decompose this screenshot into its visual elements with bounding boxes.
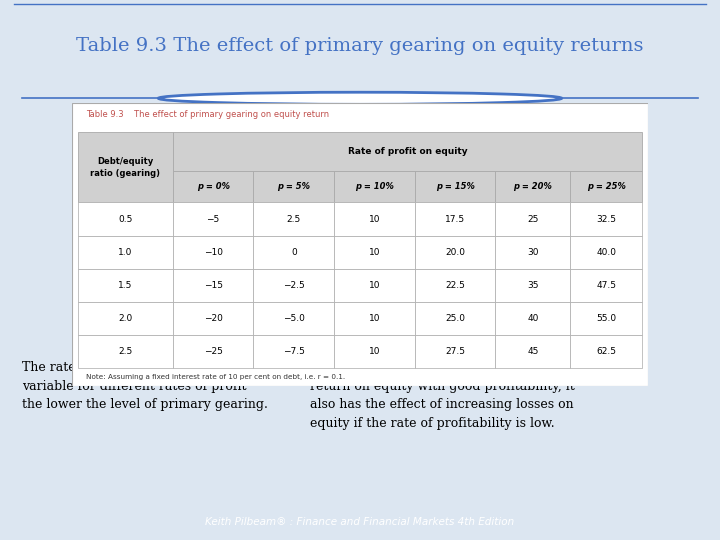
FancyBboxPatch shape xyxy=(495,335,570,368)
FancyBboxPatch shape xyxy=(415,202,495,236)
FancyBboxPatch shape xyxy=(78,132,173,202)
FancyBboxPatch shape xyxy=(78,202,173,236)
FancyBboxPatch shape xyxy=(334,335,415,368)
Text: 2.5: 2.5 xyxy=(118,347,132,356)
FancyBboxPatch shape xyxy=(173,132,642,171)
FancyBboxPatch shape xyxy=(334,202,415,236)
FancyBboxPatch shape xyxy=(334,269,415,302)
FancyBboxPatch shape xyxy=(570,302,642,335)
FancyBboxPatch shape xyxy=(78,269,173,302)
Text: Although higher gearing increases the
return on equity with good profitability, : Although higher gearing increases the re… xyxy=(310,361,575,429)
Text: 10: 10 xyxy=(369,281,380,290)
FancyBboxPatch shape xyxy=(415,269,495,302)
Text: p = 20%: p = 20% xyxy=(513,182,552,191)
Text: 32.5: 32.5 xyxy=(596,214,616,224)
FancyBboxPatch shape xyxy=(72,103,648,386)
FancyBboxPatch shape xyxy=(173,269,253,302)
FancyBboxPatch shape xyxy=(253,302,334,335)
FancyBboxPatch shape xyxy=(415,236,495,269)
FancyBboxPatch shape xyxy=(495,269,570,302)
Text: 0.5: 0.5 xyxy=(118,214,132,224)
Text: p = 25%: p = 25% xyxy=(587,182,626,191)
FancyBboxPatch shape xyxy=(253,269,334,302)
FancyBboxPatch shape xyxy=(334,302,415,335)
Text: −7.5: −7.5 xyxy=(283,347,305,356)
Text: Table 9.3    The effect of primary gearing on equity return: Table 9.3 The effect of primary gearing … xyxy=(86,110,330,119)
Text: 0: 0 xyxy=(291,248,297,257)
Text: 55.0: 55.0 xyxy=(596,314,616,323)
Text: p = 15%: p = 15% xyxy=(436,182,474,191)
Text: 10: 10 xyxy=(369,347,380,356)
Text: −2.5: −2.5 xyxy=(283,281,305,290)
Text: 45: 45 xyxy=(527,347,539,356)
FancyBboxPatch shape xyxy=(334,171,415,202)
FancyBboxPatch shape xyxy=(495,202,570,236)
Text: 1.5: 1.5 xyxy=(118,281,132,290)
Text: 40.0: 40.0 xyxy=(596,248,616,257)
FancyBboxPatch shape xyxy=(570,269,642,302)
Text: p = 5%: p = 5% xyxy=(277,182,310,191)
Circle shape xyxy=(158,92,562,104)
Text: 1.0: 1.0 xyxy=(118,248,132,257)
FancyBboxPatch shape xyxy=(173,335,253,368)
Text: 10: 10 xyxy=(369,214,380,224)
FancyBboxPatch shape xyxy=(78,302,173,335)
Text: Rate of profit on equity: Rate of profit on equity xyxy=(348,147,467,156)
FancyBboxPatch shape xyxy=(570,236,642,269)
FancyBboxPatch shape xyxy=(253,335,334,368)
FancyBboxPatch shape xyxy=(173,171,253,202)
Text: 27.5: 27.5 xyxy=(445,347,465,356)
FancyBboxPatch shape xyxy=(173,202,253,236)
FancyBboxPatch shape xyxy=(415,302,495,335)
Text: 25: 25 xyxy=(527,214,539,224)
FancyBboxPatch shape xyxy=(495,236,570,269)
Text: 2.5: 2.5 xyxy=(287,214,301,224)
FancyBboxPatch shape xyxy=(78,236,173,269)
Text: Keith Pilbeam® : Finance and Financial Markets 4th Edition: Keith Pilbeam® : Finance and Financial M… xyxy=(205,517,515,528)
Text: 35: 35 xyxy=(527,281,539,290)
FancyBboxPatch shape xyxy=(253,171,334,202)
Text: −5: −5 xyxy=(207,214,220,224)
Text: 40: 40 xyxy=(527,314,539,323)
Text: p = 0%: p = 0% xyxy=(197,182,230,191)
FancyBboxPatch shape xyxy=(415,171,495,202)
FancyBboxPatch shape xyxy=(495,171,570,202)
Text: Debt/equity
ratio (gearing): Debt/equity ratio (gearing) xyxy=(90,157,161,178)
Text: 10: 10 xyxy=(369,314,380,323)
Text: −20: −20 xyxy=(204,314,222,323)
Text: 20.0: 20.0 xyxy=(445,248,465,257)
FancyBboxPatch shape xyxy=(253,202,334,236)
FancyBboxPatch shape xyxy=(570,202,642,236)
Text: 10: 10 xyxy=(369,248,380,257)
FancyBboxPatch shape xyxy=(78,335,173,368)
Text: 47.5: 47.5 xyxy=(596,281,616,290)
FancyBboxPatch shape xyxy=(415,335,495,368)
FancyBboxPatch shape xyxy=(334,236,415,269)
Text: 2.0: 2.0 xyxy=(118,314,132,323)
FancyBboxPatch shape xyxy=(570,171,642,202)
FancyBboxPatch shape xyxy=(253,236,334,269)
Text: −25: −25 xyxy=(204,347,222,356)
Text: −15: −15 xyxy=(204,281,222,290)
Text: 22.5: 22.5 xyxy=(445,281,465,290)
FancyBboxPatch shape xyxy=(173,236,253,269)
Text: p = 10%: p = 10% xyxy=(355,182,394,191)
Text: The rate of return on equity is less
variable for different rates of profit
the : The rate of return on equity is less var… xyxy=(22,361,267,411)
Text: −5.0: −5.0 xyxy=(283,314,305,323)
FancyBboxPatch shape xyxy=(495,302,570,335)
Text: Note: Assuming a fixed interest rate of 10 per cent on debt, i.e. r = 0.1.: Note: Assuming a fixed interest rate of … xyxy=(86,374,346,380)
Text: 25.0: 25.0 xyxy=(445,314,465,323)
FancyBboxPatch shape xyxy=(570,335,642,368)
Text: 62.5: 62.5 xyxy=(596,347,616,356)
Text: 17.5: 17.5 xyxy=(445,214,465,224)
Text: −10: −10 xyxy=(204,248,222,257)
FancyBboxPatch shape xyxy=(173,302,253,335)
Text: Table 9.3 The effect of primary gearing on equity returns: Table 9.3 The effect of primary gearing … xyxy=(76,37,644,55)
Text: 30: 30 xyxy=(527,248,539,257)
